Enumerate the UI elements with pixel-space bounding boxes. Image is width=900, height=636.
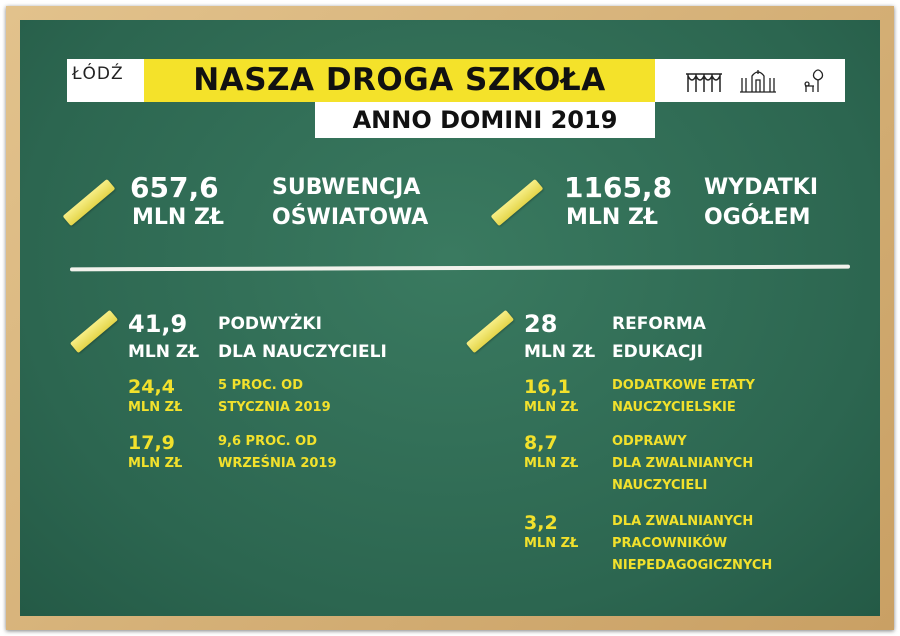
item-unit: MLN ZŁ — [524, 536, 579, 551]
item-unit: MLN ZŁ — [128, 400, 183, 415]
page-title: NASZA DROGA SZKOŁA — [144, 59, 655, 102]
item-unit: MLN ZŁ — [524, 456, 579, 471]
item-line: STYCZNIA 2019 — [218, 400, 331, 415]
subsidy-label-1: SUBWENCJA — [272, 175, 421, 200]
item-line: 9,6 PROC. OD — [218, 434, 317, 449]
item-value: 8,7 — [524, 432, 558, 454]
lodz-logo: ŁÓDŹ — [72, 64, 124, 84]
expenses-unit: MLN ZŁ — [566, 205, 659, 230]
item-line: DODATKOWE ETATY — [612, 378, 755, 393]
bridge-arches-icon — [686, 73, 722, 92]
subsidy-value: 657,6 — [130, 171, 219, 204]
item-line: NAUCZYCIELSKIE — [612, 400, 736, 415]
item-unit: MLN ZŁ — [524, 400, 579, 415]
item-line: NIEPEDAGOGICZNYCH — [612, 558, 773, 573]
item-value: 16,1 — [524, 376, 571, 398]
item-line: DLA ZWALNIANYCH — [612, 456, 754, 471]
item-line: ODPRAWY — [612, 434, 687, 449]
item-value: 17,9 — [128, 432, 175, 454]
raises-unit: MLN ZŁ — [128, 342, 200, 362]
item-unit: MLN ZŁ — [128, 456, 183, 471]
item-line: NAUCZYCIELI — [612, 478, 708, 493]
reform-label-2: EDUKACJI — [612, 342, 703, 362]
subsidy-label-2: OŚWIATOWA — [272, 205, 429, 230]
reform-value: 28 — [524, 310, 558, 338]
gate-building-icon — [740, 70, 776, 93]
tree-bench-icon — [804, 69, 824, 92]
item-line: WRZEŚNIA 2019 — [218, 456, 337, 471]
reform-label-1: REFORMA — [612, 314, 706, 334]
raises-label-2: DLA NAUCZYCIELI — [218, 342, 387, 362]
expenses-value: 1165,8 — [564, 171, 673, 204]
item-line: 5 PROC. OD — [218, 378, 304, 393]
item-line: PRACOWNIKÓW — [612, 536, 728, 551]
item-value: 24,4 — [128, 376, 175, 398]
raises-value: 41,9 — [128, 310, 188, 338]
raises-label-1: PODWYŻKI — [218, 314, 322, 334]
item-value: 3,2 — [524, 512, 558, 534]
page-subtitle: ANNO DOMINI 2019 — [315, 102, 655, 138]
subsidy-unit: MLN ZŁ — [132, 205, 225, 230]
reform-unit: MLN ZŁ — [524, 342, 596, 362]
expenses-label-2: OGÓŁEM — [704, 205, 811, 230]
item-line: DLA ZWALNIANYCH — [612, 514, 754, 529]
expenses-label-1: WYDATKI — [704, 175, 819, 200]
